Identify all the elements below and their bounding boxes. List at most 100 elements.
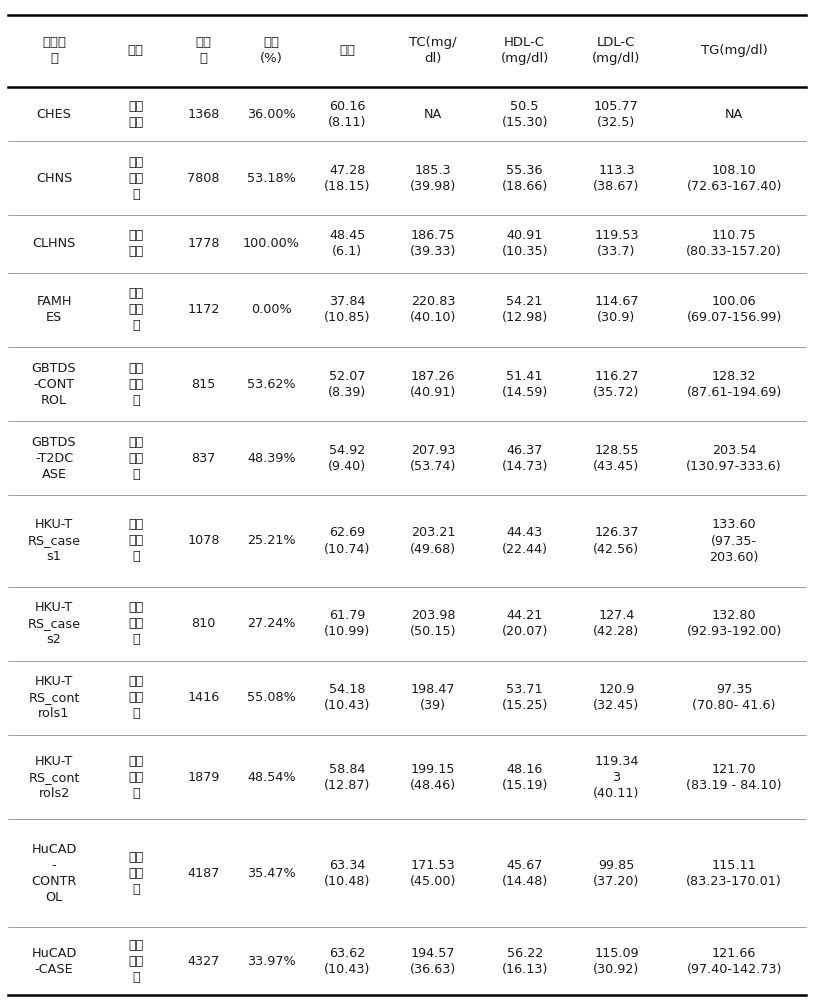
Text: 194.57
(36.63): 194.57 (36.63)	[409, 947, 456, 976]
Text: 185.3
(39.98): 185.3 (39.98)	[409, 164, 456, 193]
Text: 中国
大陆
人: 中国 大陆 人	[128, 362, 143, 407]
Text: GBTDS
-CONT
ROL: GBTDS -CONT ROL	[32, 362, 77, 407]
Text: CHNS: CHNS	[36, 172, 72, 185]
Text: 171.53
(45.00): 171.53 (45.00)	[409, 859, 456, 888]
Text: 54.18
(10.43): 54.18 (10.43)	[324, 683, 370, 712]
Text: 120.9
(32.45): 120.9 (32.45)	[593, 683, 640, 712]
Text: 63.34
(10.48): 63.34 (10.48)	[324, 859, 370, 888]
Text: 108.10
(72.63-167.40): 108.10 (72.63-167.40)	[686, 164, 781, 193]
Text: 队列研
究: 队列研 究	[42, 36, 66, 65]
Text: 815: 815	[191, 378, 216, 391]
Text: 27.24%: 27.24%	[247, 617, 295, 630]
Text: 198.47
(39): 198.47 (39)	[411, 683, 455, 712]
Text: 113.3
(38.67): 113.3 (38.67)	[593, 164, 640, 193]
Text: 119.53
(33.7): 119.53 (33.7)	[594, 229, 639, 258]
Text: 1172: 1172	[187, 303, 220, 316]
Text: 35.47%: 35.47%	[247, 867, 295, 880]
Text: 45.67
(14.48): 45.67 (14.48)	[501, 859, 548, 888]
Text: 54.21
(12.98): 54.21 (12.98)	[501, 295, 548, 324]
Text: 837: 837	[191, 452, 216, 465]
Text: 128.32
(87.61-194.69): 128.32 (87.61-194.69)	[686, 370, 781, 399]
Text: 44.21
(20.07): 44.21 (20.07)	[501, 609, 548, 638]
Text: NA: NA	[725, 108, 743, 121]
Text: GBTDS
-T2DC
ASE: GBTDS -T2DC ASE	[32, 436, 77, 481]
Text: 56.22
(16.13): 56.22 (16.13)	[501, 947, 548, 976]
Text: 128.55
(43.45): 128.55 (43.45)	[593, 444, 640, 473]
Text: 97.35
(70.80- 41.6): 97.35 (70.80- 41.6)	[693, 683, 776, 712]
Text: 中国
香港
人: 中国 香港 人	[128, 675, 143, 720]
Text: 50.5
(15.30): 50.5 (15.30)	[501, 100, 548, 129]
Text: 44.43
(22.44): 44.43 (22.44)	[501, 526, 548, 555]
Text: TC(mg/
dl): TC(mg/ dl)	[409, 36, 457, 65]
Text: HKU-T
RS_case
s2: HKU-T RS_case s2	[28, 601, 81, 646]
Text: 48.45
(6.1): 48.45 (6.1)	[329, 229, 365, 258]
Text: 203.98
(50.15): 203.98 (50.15)	[409, 609, 456, 638]
Text: 7808: 7808	[187, 172, 220, 185]
Text: 203.21
(49.68): 203.21 (49.68)	[410, 526, 456, 555]
Text: 121.66
(97.40-142.73): 121.66 (97.40-142.73)	[686, 947, 781, 976]
Text: 199.15
(48.46): 199.15 (48.46)	[410, 763, 456, 792]
Text: 58.84
(12.87): 58.84 (12.87)	[324, 763, 370, 792]
Text: 186.75
(39.33): 186.75 (39.33)	[409, 229, 456, 258]
Text: 中国
香港
人: 中国 香港 人	[128, 518, 143, 563]
Text: 40.91
(10.35): 40.91 (10.35)	[501, 229, 548, 258]
Text: 53.62%: 53.62%	[247, 378, 295, 391]
Text: HKU-T
RS_cont
rols1: HKU-T RS_cont rols1	[28, 675, 80, 720]
Text: LDL-C
(mg/dl): LDL-C (mg/dl)	[593, 36, 641, 65]
Text: 203.54
(130.97-333.6): 203.54 (130.97-333.6)	[686, 444, 782, 473]
Text: 60.16
(8.11): 60.16 (8.11)	[328, 100, 366, 129]
Text: 中国
大陆
人: 中国 大陆 人	[128, 939, 143, 984]
Text: 47.28
(18.15): 47.28 (18.15)	[324, 164, 370, 193]
Text: HuCAD
-CASE: HuCAD -CASE	[31, 947, 77, 976]
Text: 55.08%: 55.08%	[247, 691, 295, 704]
Text: 33.97%: 33.97%	[247, 955, 295, 968]
Text: 810: 810	[191, 617, 216, 630]
Text: 126.37
(42.56): 126.37 (42.56)	[593, 526, 640, 555]
Text: FAMH
ES: FAMH ES	[37, 295, 72, 324]
Text: HKU-T
RS_case
s1: HKU-T RS_case s1	[28, 518, 81, 563]
Text: 46.37
(14.73): 46.37 (14.73)	[501, 444, 548, 473]
Text: 100.00%: 100.00%	[243, 237, 300, 250]
Text: 1368: 1368	[187, 108, 220, 121]
Text: 207.93
(53.74): 207.93 (53.74)	[409, 444, 456, 473]
Text: 115.09
(30.92): 115.09 (30.92)	[593, 947, 640, 976]
Text: 121.70
(83.19 - 84.10): 121.70 (83.19 - 84.10)	[686, 763, 781, 792]
Text: 37.84
(10.85): 37.84 (10.85)	[324, 295, 370, 324]
Text: 中国
大陆
人: 中国 大陆 人	[128, 851, 143, 896]
Text: 110.75
(80.33-157.20): 110.75 (80.33-157.20)	[686, 229, 782, 258]
Text: 中国
香港
人: 中国 香港 人	[128, 601, 143, 646]
Text: 36.00%: 36.00%	[247, 108, 295, 121]
Text: 220.83
(40.10): 220.83 (40.10)	[409, 295, 456, 324]
Text: 48.54%: 48.54%	[247, 771, 295, 784]
Text: HuCAD
-
CONTR
OL: HuCAD - CONTR OL	[31, 843, 77, 904]
Text: 1416: 1416	[187, 691, 220, 704]
Text: 中国
大陆
人: 中国 大陆 人	[128, 287, 143, 332]
Text: 25.21%: 25.21%	[247, 534, 295, 547]
Text: 中国
大陆
人: 中国 大陆 人	[128, 156, 143, 201]
Text: 男性
(%): 男性 (%)	[260, 36, 282, 65]
Text: 年龄: 年龄	[339, 44, 355, 57]
Text: 53.18%: 53.18%	[247, 172, 295, 185]
Text: 4327: 4327	[187, 955, 220, 968]
Text: CHES: CHES	[37, 108, 72, 121]
Text: 187.26
(40.91): 187.26 (40.91)	[409, 370, 456, 399]
Text: 100.06
(69.07-156.99): 100.06 (69.07-156.99)	[686, 295, 781, 324]
Text: TG(mg/dl): TG(mg/dl)	[701, 44, 768, 57]
Text: 4187: 4187	[187, 867, 220, 880]
Text: NA: NA	[424, 108, 442, 121]
Text: 115.11
(83.23-170.01): 115.11 (83.23-170.01)	[686, 859, 782, 888]
Text: HKU-T
RS_cont
rols2: HKU-T RS_cont rols2	[28, 755, 80, 800]
Text: 1879: 1879	[187, 771, 220, 784]
Text: 52.07
(8.39): 52.07 (8.39)	[328, 370, 366, 399]
Text: 中国
大陆
人: 中国 大陆 人	[128, 436, 143, 481]
Text: 种族: 种族	[128, 44, 144, 57]
Text: 48.39%: 48.39%	[247, 452, 295, 465]
Text: 105.77
(32.5): 105.77 (32.5)	[594, 100, 639, 129]
Text: 中国
香港
人: 中国 香港 人	[128, 755, 143, 800]
Text: 55.36
(18.66): 55.36 (18.66)	[501, 164, 548, 193]
Text: 62.69
(10.74): 62.69 (10.74)	[324, 526, 370, 555]
Text: 127.4
(42.28): 127.4 (42.28)	[593, 609, 640, 638]
Text: 99.85
(37.20): 99.85 (37.20)	[593, 859, 640, 888]
Text: HDL-C
(mg/dl): HDL-C (mg/dl)	[501, 36, 549, 65]
Text: 53.71
(15.25): 53.71 (15.25)	[501, 683, 548, 712]
